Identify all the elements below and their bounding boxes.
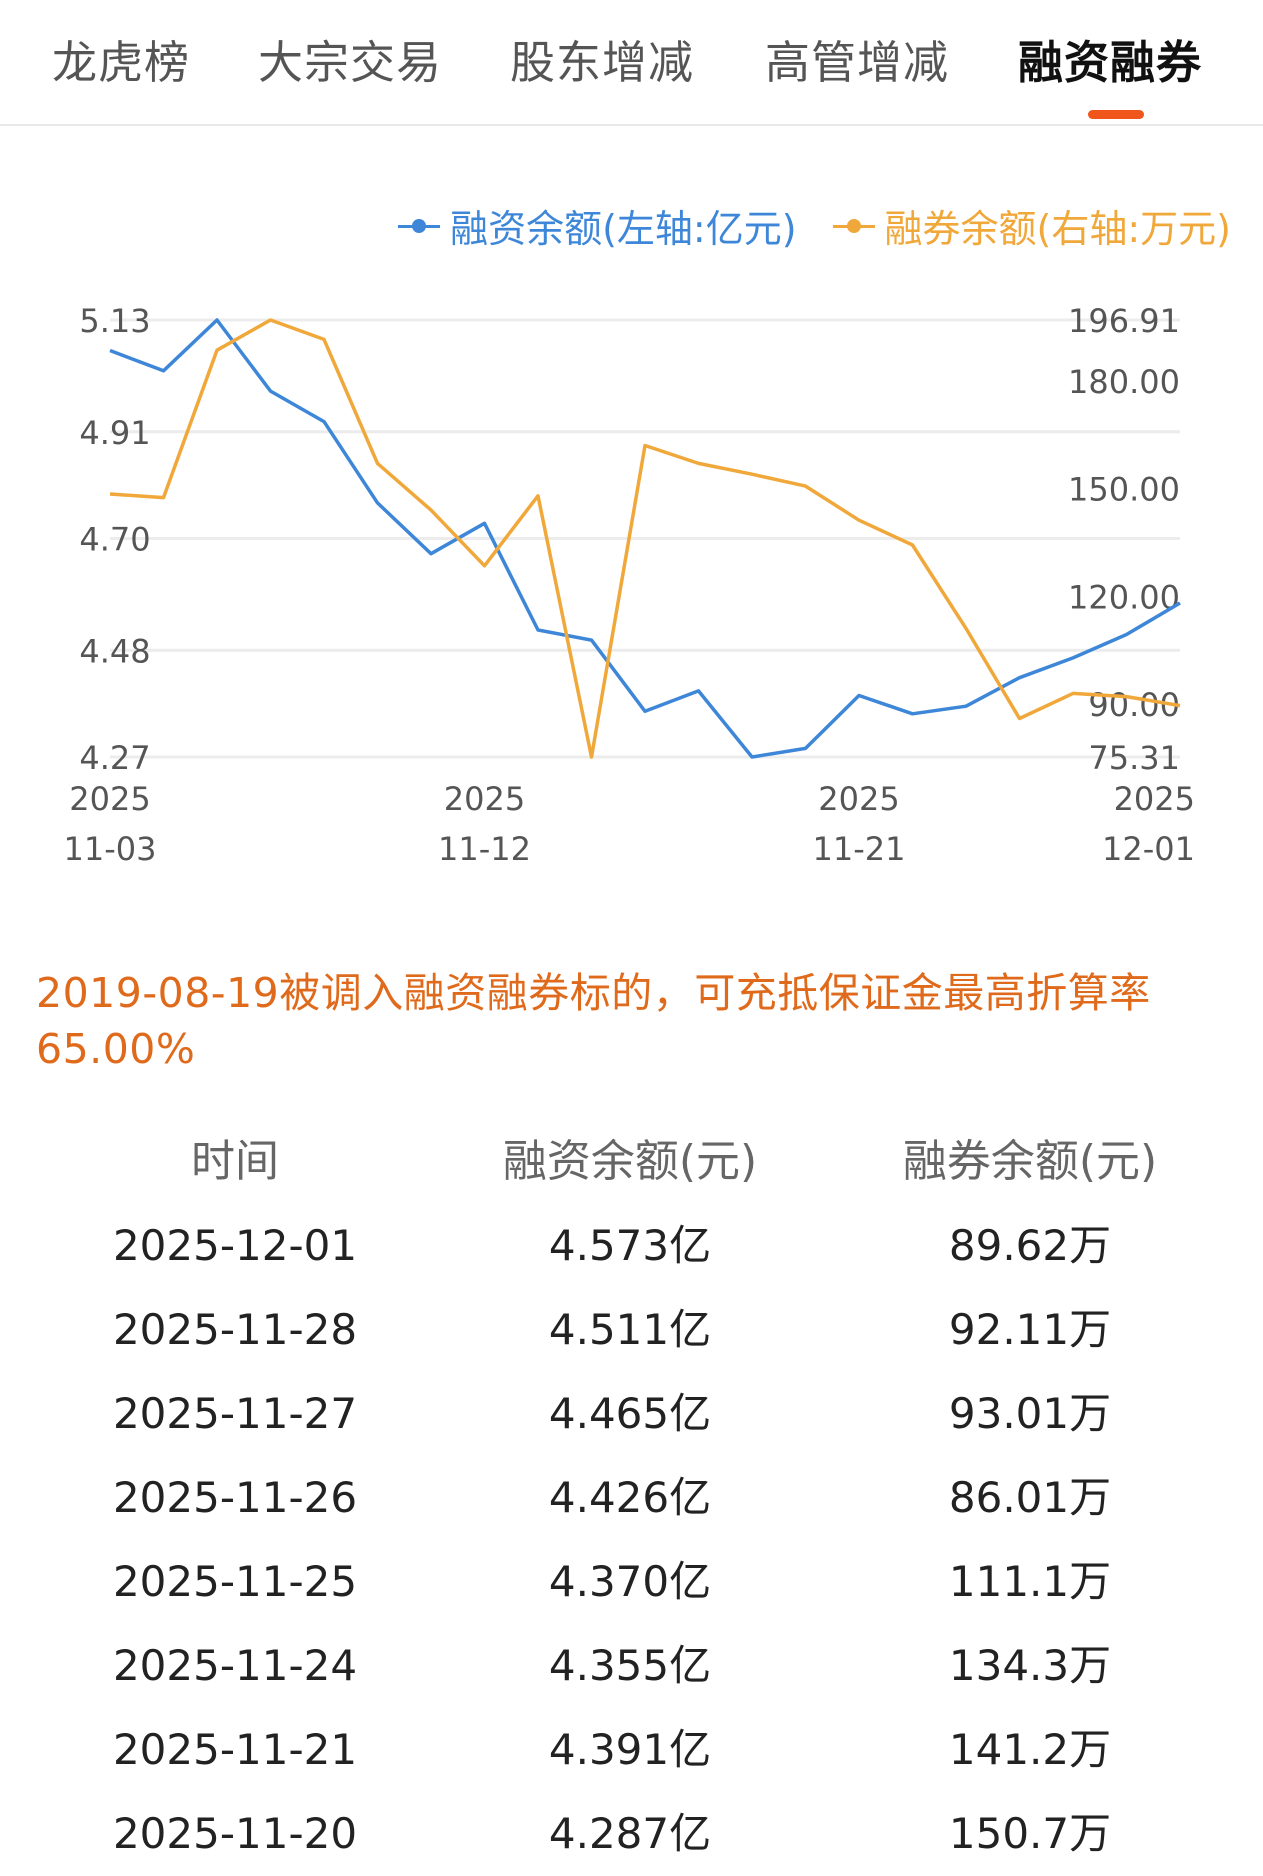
tab-bar: 龙虎榜 大宗交易 股东增减 高管增减 融资融券 [0,0,1263,126]
cell-securities-lending-balance: 111.1万 [948,1557,1112,1606]
table-row[interactable]: 2025-12-01 4.573亿 89.62万 [0,1204,1263,1288]
cell-date: 2025-11-27 [112,1389,358,1438]
margin-balance-table: 时间 融资余额(元) 融券余额(元) 2025-12-01 4.573亿 89.62… [0,1120,1263,1876]
y-right-tick-label: 196.91 [1068,302,1180,340]
cell-securities-lending-balance: 86.01万 [948,1473,1112,1522]
chart-legend: 融资余额(左轴:亿元) 融券余额(右轴:万元) [362,198,1231,253]
cell-financing-balance: 4.465亿 [548,1389,712,1438]
x-tick-year-label: 2025 [1114,780,1195,818]
y-right-tick-label: 90.00 [1088,686,1180,724]
table-row[interactable]: 2025-11-27 4.465亿 93.01万 [0,1372,1263,1456]
y-right-tick-label: 120.00 [1068,578,1180,616]
cell-financing-balance: 4.287亿 [548,1809,712,1858]
legend-marker-financing [398,216,441,236]
cell-date: 2025-11-21 [112,1725,358,1774]
x-tick-year-label: 2025 [444,780,525,818]
table-row[interactable]: 2025-11-28 4.511亿 92.11万 [0,1288,1263,1372]
tab-longhubang[interactable]: 龙虎榜 [52,36,191,89]
y-left-tick-label: 4.91 [79,414,150,452]
tab-block-trade[interactable]: 大宗交易 [258,36,443,89]
x-tick-date-label: 11-21 [813,830,906,868]
cell-financing-balance: 4.511亿 [548,1305,712,1354]
cell-securities-lending-balance: 141.2万 [948,1725,1112,1774]
y-right-tick-label: 180.00 [1068,363,1180,401]
cell-financing-balance: 4.573亿 [548,1221,712,1270]
table-row[interactable]: 2025-11-21 4.391亿 141.2万 [0,1708,1263,1792]
securities-lending-balance-line [109,318,1181,759]
cell-securities-lending-balance: 134.3万 [948,1641,1112,1690]
cell-date: 2025-11-20 [112,1809,358,1858]
cell-financing-balance: 4.391亿 [548,1725,712,1774]
header-date: 时间 [191,1136,279,1187]
header-financing-balance: 融资余额(元) [502,1136,758,1187]
legend-item-financing[interactable]: 融资余额(左轴:亿元) [398,198,797,253]
x-tick-date-label: 11-03 [64,830,157,868]
cell-date: 2025-11-28 [112,1305,358,1354]
x-tick-date-label: 12-01 [1102,830,1195,868]
table-row[interactable]: 2025-11-26 4.426亿 86.01万 [0,1456,1263,1540]
cell-securities-lending-balance: 93.01万 [948,1389,1112,1438]
margin-eligibility-note: 2019-08-19被调入融资融券标的，可充抵保证金最高折算率65.00% [36,969,1151,1073]
x-tick-date-label: 11-12 [438,830,531,868]
legend-marker-securities-lending [832,216,875,236]
table-row[interactable]: 2025-11-24 4.355亿 134.3万 [0,1624,1263,1708]
tab-shareholder-changes[interactable]: 股东增减 [510,36,695,89]
cell-date: 2025-11-25 [112,1557,358,1606]
table-row[interactable]: 2025-11-20 4.287亿 150.7万 [0,1792,1263,1876]
table-row[interactable]: 2025-11-25 4.370亿 111.1万 [0,1540,1263,1624]
x-tick-year-label: 2025 [69,780,150,818]
cell-date: 2025-11-24 [112,1641,358,1690]
legend-item-securities-lending[interactable]: 融券余额(右轴:万元) [832,198,1231,253]
active-tab-indicator [1088,110,1144,119]
cell-financing-balance: 4.370亿 [548,1557,712,1606]
margin-balance-chart: 5.13 4.91 4.70 4.48 4.27 196.91 180.00 150.00 12… [64,302,1195,868]
cell-financing-balance: 4.355亿 [548,1641,712,1690]
cell-securities-lending-balance: 92.11万 [948,1305,1112,1354]
table-body: 2025-12-01 4.573亿 89.62万 2025-11-28 4.511亿 92… [0,1204,1263,1876]
table-header: 时间 融资余额(元) 融券余额(元) [0,1120,1263,1204]
y-left-tick-label: 4.48 [79,632,150,670]
tab-margin-trading[interactable]: 融资融券 [1018,36,1203,89]
cell-securities-lending-balance: 89.62万 [948,1221,1112,1270]
cell-date: 2025-11-26 [112,1473,358,1522]
legend-label-financing: 融资余额(左轴:亿元) [450,207,797,251]
tab-executive-changes[interactable]: 高管增减 [765,36,950,89]
y-right-tick-label: 75.31 [1088,739,1180,777]
x-tick-year-label: 2025 [818,780,899,818]
cell-securities-lending-balance: 150.7万 [948,1809,1112,1858]
y-left-tick-label: 4.70 [79,521,150,559]
cell-financing-balance: 4.426亿 [548,1473,712,1522]
cell-date: 2025-12-01 [112,1221,358,1270]
y-left-tick-label: 5.13 [79,302,150,340]
y-left-tick-label: 4.27 [79,739,150,777]
y-right-tick-label: 150.00 [1068,471,1180,509]
legend-label-securities-lending: 融券余额(右轴:万元) [884,207,1231,251]
header-securities-lending-balance: 融券余额(元) [902,1136,1158,1187]
